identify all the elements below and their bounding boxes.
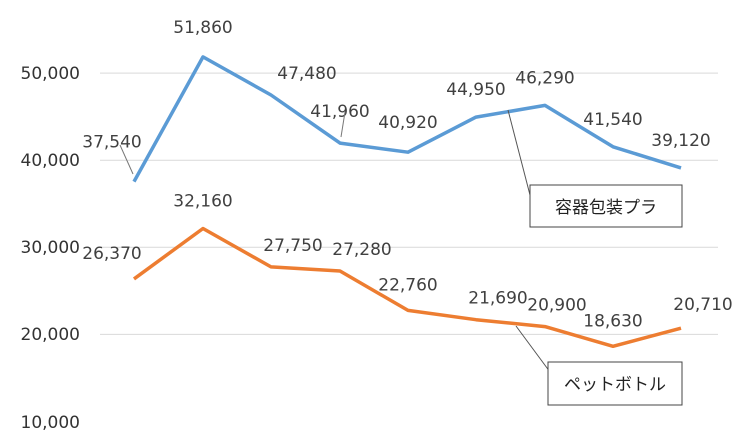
data-label: 20,900 xyxy=(527,296,586,316)
data-label: 22,760 xyxy=(378,275,437,295)
series-line-0 xyxy=(132,55,682,183)
data-label: 47,480 xyxy=(277,64,336,84)
legend-leader-line xyxy=(515,325,551,373)
legend-box-容器包装プラ xyxy=(529,184,683,228)
legend-box-ペットボトル xyxy=(547,361,683,406)
data-label: 27,750 xyxy=(263,236,322,256)
data-label-leader xyxy=(119,144,134,175)
data-label: 37,540 xyxy=(82,133,141,153)
series-lines xyxy=(132,55,682,349)
legend-leader-line xyxy=(507,109,531,196)
data-label-leader xyxy=(340,111,346,138)
gridlines xyxy=(100,72,718,335)
data-labels: 37,540 51,860 47,480 41,960 40,920 44,950 46,2… xyxy=(82,18,732,331)
y-axis-ticks: 10,000 20,000 30,000 40,000 50,000 xyxy=(21,64,80,433)
y-tick-label: 30,000 xyxy=(21,238,80,258)
data-label: 44,950 xyxy=(446,80,505,100)
data-label: 32,160 xyxy=(173,191,232,211)
data-label: 26,370 xyxy=(82,244,141,264)
data-label: 27,280 xyxy=(332,240,391,260)
data-label: 21,690 xyxy=(468,289,527,309)
data-label: 46,290 xyxy=(515,68,574,88)
series-line-1 xyxy=(132,226,682,349)
data-label: 40,920 xyxy=(378,113,437,133)
data-label: 20,710 xyxy=(673,295,732,315)
legend-label: ペットボトル xyxy=(564,375,666,395)
data-label: 51,860 xyxy=(173,18,232,38)
legend-label: 容器包装プラ xyxy=(555,198,657,218)
legend-callouts: 容器包装プラ ペットボトル xyxy=(507,109,683,406)
data-label: 39,120 xyxy=(651,131,710,151)
data-label: 18,630 xyxy=(583,311,642,331)
y-tick-label: 10,000 xyxy=(21,413,80,433)
data-label: 41,960 xyxy=(310,102,369,122)
y-tick-label: 40,000 xyxy=(21,151,80,171)
y-tick-label: 20,000 xyxy=(21,325,80,345)
data-label: 41,540 xyxy=(583,110,642,130)
y-tick-label: 50,000 xyxy=(21,64,80,84)
